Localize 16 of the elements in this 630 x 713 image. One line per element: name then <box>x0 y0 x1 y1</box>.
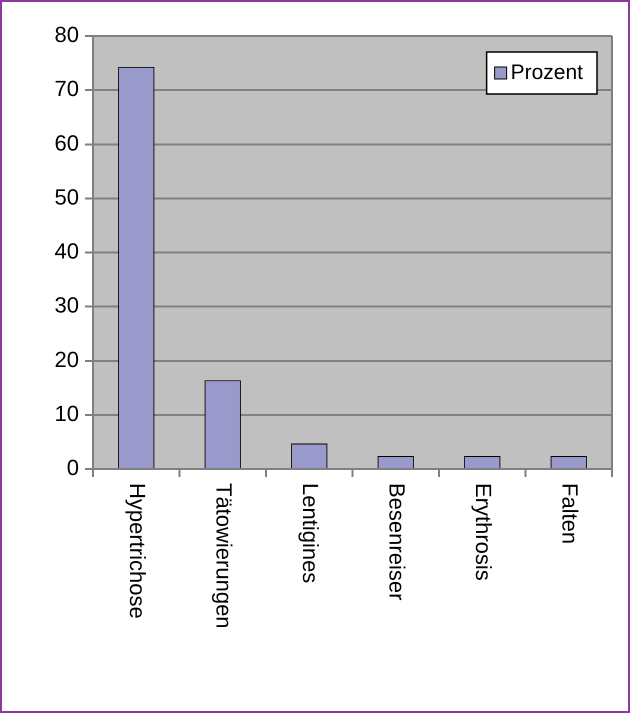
y-tick-label: 30 <box>54 292 79 318</box>
x-tick-label: Erythrosis <box>471 483 496 581</box>
y-tick-label: 0 <box>66 455 79 480</box>
y-tick-label: 60 <box>54 130 79 156</box>
y-tick-label: 70 <box>54 76 79 102</box>
y-tick-label: 40 <box>54 238 79 264</box>
x-tick-label: Hypertrichose <box>125 483 150 619</box>
legend-label: Prozent <box>510 60 584 84</box>
y-tick-label: 10 <box>54 400 79 426</box>
x-tick-label: Lentigines <box>298 483 324 584</box>
y-tick-label: 50 <box>54 184 79 210</box>
x-tick-label: Falten <box>558 483 583 544</box>
y-tick-label: 80 <box>54 22 79 48</box>
x-tick-label: Besenreiser <box>384 483 410 600</box>
y-tick-label: 20 <box>54 346 79 372</box>
x-tick-label: Tätowierungen <box>212 483 237 629</box>
